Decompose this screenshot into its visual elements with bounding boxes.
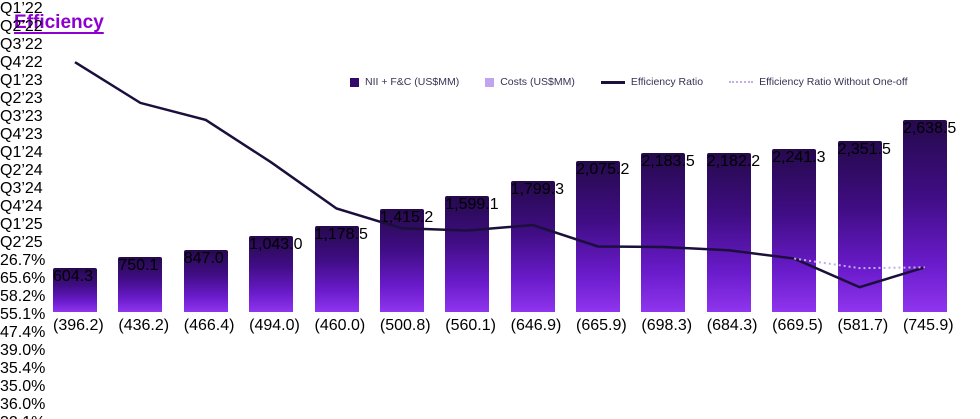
nii-bar-value: 604.3 — [53, 268, 94, 285]
cost-bar: (494.0) — [249, 317, 300, 351]
x-axis-label: Q3’22 — [0, 36, 43, 53]
cost-bar-value: (684.3) — [706, 317, 758, 334]
legend-label-costs: Costs (US$MM) — [500, 76, 575, 88]
nii-bar-value: 2,182.2 — [706, 153, 761, 171]
cost-bar-value: (646.9) — [510, 317, 562, 334]
nii-bar: 1,799.3 — [510, 181, 565, 312]
x-axis-label: Q2’22 — [0, 18, 43, 35]
nii-bar: 2,351.5 — [837, 140, 891, 312]
legend-item-efficiency-ratio: Efficiency Ratio — [600, 76, 704, 88]
nii-bar: 847.0 — [183, 250, 228, 312]
efficiency-ratio-label: 58.2% — [0, 288, 46, 305]
cost-bar-value: (500.8) — [379, 317, 431, 334]
legend-label-nii: NII + F&C (US$MM) — [365, 76, 460, 88]
cost-bar: (665.9) — [576, 317, 627, 362]
nii-bar: 2,241.3 — [772, 148, 826, 312]
legend-item-ratio-without-oneoff: Efficiency Ratio Without One-off — [729, 76, 908, 88]
x-axis-label: Q3’23 — [0, 108, 43, 125]
efficiency-ratio-label: 36.0% — [0, 396, 46, 413]
efficiency-ratio-label: 32.1% — [0, 414, 980, 419]
nii-bar-value: 1,043.0 — [249, 236, 303, 254]
nii-bar-value: 1,599.1 — [445, 195, 499, 213]
x-axis-label: Q4’24 — [0, 198, 43, 215]
nii-bar: 750.1 — [118, 257, 163, 312]
cost-bar-value: (745.9) — [902, 317, 954, 334]
x-axis-label: Q3’24 — [0, 180, 43, 197]
cost-bar: (396.2) — [53, 317, 104, 344]
cost-bar: (646.9) — [510, 317, 562, 361]
nii-bar: 2,183.5 — [641, 153, 695, 312]
cost-bar: (460.0) — [314, 317, 366, 348]
nii-bar: 2,075.2 — [576, 160, 630, 312]
nii-bar: 2,638.5 — [902, 119, 957, 312]
nii-bar: 1,043.0 — [249, 236, 303, 312]
cost-bar-value: (460.0) — [314, 317, 366, 334]
efficiency-ratio-label: 65.6% — [0, 270, 46, 287]
ratio-without-oneoff-label: 26.7% — [0, 252, 46, 269]
cost-bar-value: (698.3) — [641, 317, 693, 334]
costs-series-swatch-icon — [485, 77, 495, 87]
cost-bar: (466.4) — [183, 317, 235, 349]
legend-label-ratio-without-oneoff: Efficiency Ratio Without One-off — [759, 76, 908, 88]
cost-bar-value: (560.1) — [445, 317, 496, 334]
nii-bar-value: 2,241.3 — [772, 148, 826, 166]
page-title: Efficiency — [14, 12, 104, 33]
nii-bar-value: 2,351.5 — [837, 140, 891, 158]
nii-bar-value: 847.0 — [183, 250, 224, 268]
x-axis-label: Q2’25 — [0, 234, 43, 251]
nii-bar-value: 1,415.2 — [379, 208, 434, 226]
cost-bar: (581.7) — [837, 317, 889, 357]
nii-series-swatch-icon — [350, 77, 359, 87]
cost-bar: (669.5) — [772, 317, 823, 363]
nii-bar-value: 2,075.2 — [576, 160, 630, 178]
chart-legend: NII + F&C (US$MM) Costs (US$MM) Efficien… — [350, 76, 908, 88]
cost-bar-value: (665.9) — [576, 317, 627, 334]
nii-bar-value: 1,178.5 — [314, 226, 368, 244]
x-axis-label: Q4’22 — [0, 54, 43, 71]
cost-bar-value: (396.2) — [53, 317, 104, 334]
x-axis-label: Q2’23 — [0, 90, 43, 107]
ratio-without-oneoff-swatch-icon — [729, 81, 754, 83]
cost-bar: (560.1) — [445, 317, 496, 355]
x-axis-label: Q4’23 — [0, 126, 43, 143]
efficiency-ratio-label: 35.0% — [0, 378, 46, 395]
x-axis-label: Q1’24 — [0, 144, 43, 161]
nii-bar-value: 750.1 — [118, 257, 159, 275]
legend-item-costs: Costs (US$MM) — [485, 76, 575, 88]
efficiency-ratio-line-swatch-icon — [600, 80, 625, 84]
efficiency-ratio-label: 39.0% — [0, 342, 46, 359]
nii-bar: 1,415.2 — [379, 208, 434, 312]
x-axis-label: Q1’25 — [0, 216, 43, 233]
cost-bar-value: (466.4) — [183, 317, 235, 334]
legend-item-nii: NII + F&C (US$MM) — [350, 76, 459, 88]
cost-bar: (698.3) — [641, 317, 693, 364]
cost-bar-value: (494.0) — [249, 317, 300, 334]
x-axis-label: Q1’23 — [0, 72, 43, 89]
cost-bar: (436.2) — [118, 317, 170, 347]
cost-bar-value: (436.2) — [118, 317, 170, 334]
cost-bar-value: (669.5) — [772, 317, 823, 334]
efficiency-ratio-label: 35.4% — [0, 360, 46, 377]
cost-bar: (500.8) — [379, 317, 431, 351]
efficiency-ratio-label: 55.1% — [0, 306, 46, 323]
nii-bar: 2,182.2 — [706, 153, 761, 312]
x-axis-label: Q1’22 — [0, 0, 43, 17]
cost-bar: (745.9) — [902, 317, 954, 368]
nii-bar: 1,178.5 — [314, 226, 368, 312]
nii-bar-value: 1,799.3 — [510, 181, 565, 198]
legend-label-efficiency-ratio: Efficiency Ratio — [630, 76, 704, 88]
nii-bar-value: 2,183.5 — [641, 153, 695, 171]
cost-bar-value: (581.7) — [837, 317, 889, 334]
nii-bar: 1,599.1 — [445, 195, 499, 312]
cost-bar: (684.3) — [706, 317, 758, 364]
nii-bar: 604.3 — [53, 268, 97, 312]
nii-bar-value: 2,638.5 — [902, 119, 957, 137]
efficiency-ratio-label: 47.4% — [0, 324, 46, 341]
x-axis-label: Q2’24 — [0, 162, 43, 179]
